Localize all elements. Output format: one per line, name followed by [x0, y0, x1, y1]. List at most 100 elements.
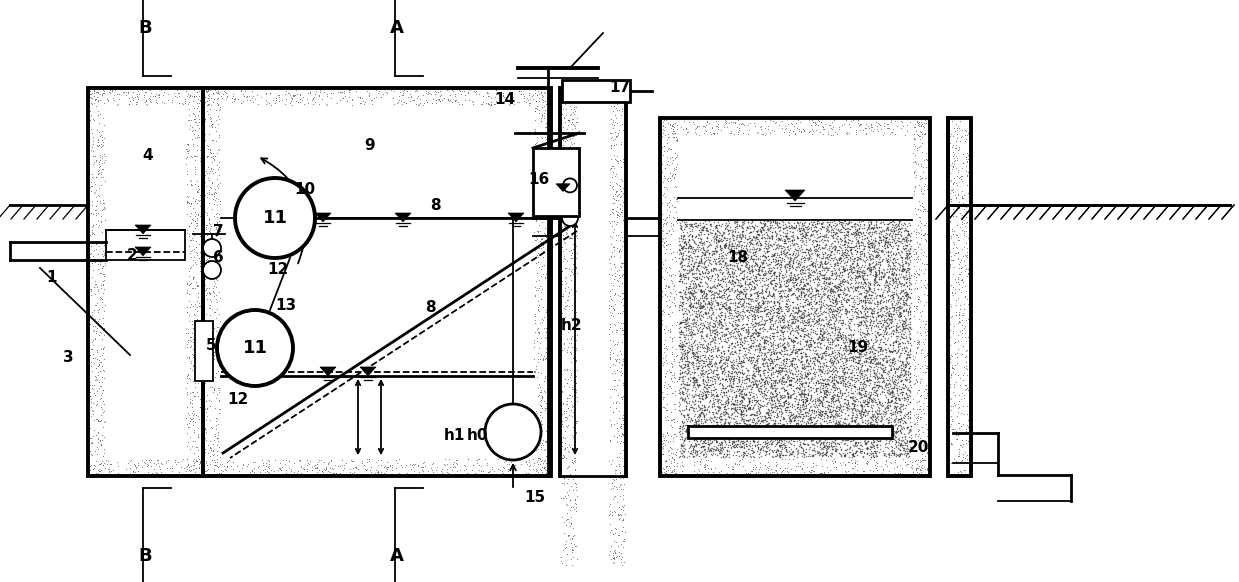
Point	[890, 410, 909, 419]
Point	[758, 407, 778, 416]
Point	[703, 307, 722, 317]
Point	[539, 261, 559, 271]
Point	[202, 382, 222, 392]
Point	[600, 436, 620, 446]
Point	[83, 159, 103, 169]
Point	[948, 232, 968, 242]
Point	[197, 99, 217, 108]
Point	[684, 222, 704, 232]
Point	[769, 399, 789, 408]
Point	[206, 251, 225, 260]
Point	[180, 279, 199, 289]
Point	[795, 218, 815, 227]
Point	[798, 355, 818, 364]
Point	[660, 367, 680, 377]
Point	[787, 258, 807, 267]
Point	[695, 431, 715, 440]
Point	[864, 274, 883, 283]
Point	[890, 403, 909, 413]
Point	[798, 381, 818, 390]
Point	[690, 234, 710, 243]
Point	[826, 293, 846, 302]
Point	[701, 123, 721, 132]
Point	[895, 264, 914, 274]
Point	[719, 286, 738, 296]
Point	[857, 408, 877, 417]
Point	[539, 381, 559, 391]
Point	[722, 317, 742, 326]
Point	[887, 398, 907, 407]
Point	[856, 399, 876, 409]
Point	[810, 469, 830, 478]
Point	[893, 333, 913, 342]
Point	[733, 258, 753, 267]
Point	[795, 397, 815, 406]
Point	[779, 263, 799, 272]
Point	[551, 417, 571, 426]
Point	[555, 283, 575, 293]
Point	[693, 343, 712, 353]
Point	[703, 389, 722, 399]
Point	[605, 90, 624, 99]
Point	[861, 265, 881, 274]
Point	[559, 117, 579, 126]
Point	[187, 187, 207, 196]
Point	[690, 278, 710, 287]
Point	[901, 303, 921, 312]
Point	[781, 381, 800, 390]
Point	[768, 242, 788, 251]
Point	[755, 222, 774, 231]
Point	[810, 231, 830, 240]
Point	[743, 368, 763, 378]
Point	[897, 448, 917, 457]
Point	[690, 246, 710, 255]
Point	[484, 466, 504, 475]
Point	[871, 247, 891, 256]
Point	[756, 416, 776, 425]
Point	[720, 236, 740, 246]
Point	[914, 247, 934, 257]
Text: 1: 1	[47, 271, 57, 286]
Point	[693, 293, 712, 303]
Point	[883, 338, 903, 347]
Point	[196, 255, 216, 264]
Point	[750, 330, 769, 339]
Point	[149, 470, 169, 479]
Point	[779, 428, 799, 437]
Point	[679, 313, 699, 322]
Point	[612, 360, 632, 370]
Point	[788, 218, 808, 228]
Point	[776, 275, 795, 285]
Point	[745, 379, 764, 388]
Point	[384, 86, 404, 95]
Point	[823, 352, 843, 361]
Point	[772, 402, 792, 411]
Point	[890, 356, 909, 365]
Point	[881, 434, 901, 443]
Point	[797, 345, 817, 354]
Point	[694, 415, 714, 424]
Point	[771, 325, 790, 335]
Point	[747, 292, 767, 301]
Point	[891, 293, 911, 302]
Point	[856, 128, 876, 137]
Point	[843, 463, 862, 473]
Point	[715, 240, 735, 250]
Point	[684, 379, 704, 388]
Point	[180, 418, 199, 428]
Point	[675, 425, 695, 435]
Point	[895, 343, 914, 352]
Point	[199, 213, 219, 222]
Point	[681, 431, 701, 440]
Point	[534, 101, 554, 111]
Point	[722, 250, 742, 260]
Point	[737, 450, 757, 460]
Point	[271, 465, 291, 474]
Point	[860, 346, 880, 356]
Point	[281, 100, 301, 109]
Point	[525, 292, 545, 301]
Point	[831, 402, 851, 411]
Point	[799, 255, 819, 264]
Point	[686, 384, 706, 393]
Point	[871, 415, 891, 424]
